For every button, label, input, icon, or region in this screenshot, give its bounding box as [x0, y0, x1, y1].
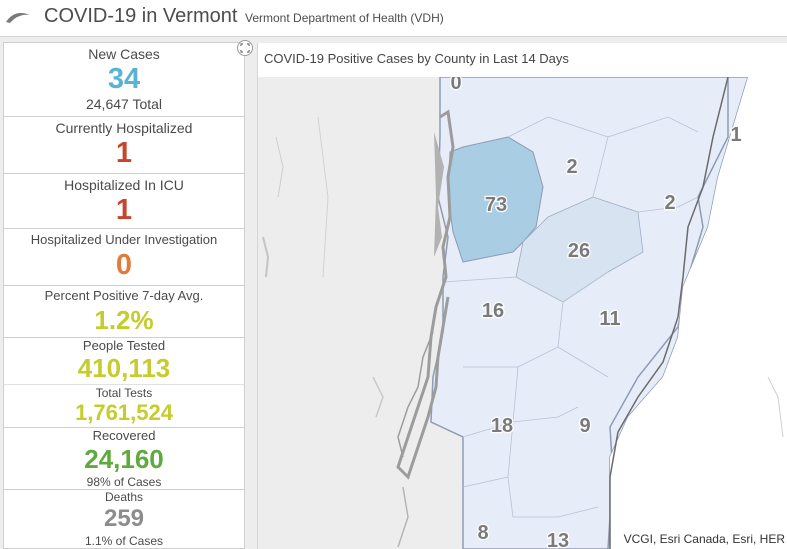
stat-label: Deaths — [104, 490, 144, 504]
chittenden-county-area — [447, 136, 544, 263]
county-label: 18 — [491, 415, 513, 437]
stat-percent-positive[interactable]: Percent Positive 7-day Avg. 1.2% — [4, 286, 244, 338]
stat-label: New Cases — [88, 46, 160, 62]
stat-label: Hospitalized In ICU — [64, 177, 184, 193]
county-label: 11 — [599, 308, 620, 330]
stat-sub: 98% of Cases — [86, 475, 162, 489]
stat-currently-hospitalized[interactable]: Currently Hospitalized 1 — [4, 117, 244, 174]
stat-sub: 24,647 Total — [85, 96, 163, 112]
county-label: 2 — [566, 156, 577, 178]
stat-label: Currently Hospitalized — [55, 120, 193, 136]
county-label: 9 — [579, 415, 590, 437]
stat-value: 0 — [115, 249, 133, 281]
county-label: 8 — [477, 522, 488, 544]
new-hampshire-area — [610, 77, 787, 549]
expand-icon[interactable] — [237, 40, 253, 56]
stat-hospitalized-icu[interactable]: Hospitalized In ICU 1 — [4, 174, 244, 229]
county-label: 13 — [547, 530, 569, 549]
county-label: 2 — [664, 192, 675, 214]
map-attribution: VCGI, Esri Canada, Esri, HER — [620, 531, 787, 547]
stat-label: Percent Positive 7-day Avg. — [44, 288, 204, 303]
county-label: 16 — [482, 300, 504, 322]
stat-label: Total Tests — [95, 386, 153, 400]
stat-total-tests[interactable]: Total Tests 1,761,524 — [4, 385, 244, 428]
stat-people-tested[interactable]: People Tested 410,113 — [4, 338, 244, 385]
stat-value: 24,160 — [84, 444, 164, 474]
stat-value: 410,113 — [77, 353, 171, 383]
stat-value: 1 — [115, 194, 133, 226]
stats-panel: New Cases 34 24,647 Total Currently Hosp… — [3, 42, 245, 549]
stat-sub: 1.1% of Cases — [84, 534, 164, 548]
stat-label: Recovered — [92, 428, 156, 443]
app-subtitle: Vermont Department of Health (VDH) — [245, 11, 444, 25]
stat-value: 34 — [107, 63, 141, 95]
stat-hospitalized-under-investigation[interactable]: Hospitalized Under Investigation 0 — [4, 229, 244, 286]
county-label: 73 — [485, 194, 507, 216]
county-label: 1 — [730, 124, 741, 146]
map-title: COVID-19 Positive Cases by County in Las… — [264, 51, 569, 66]
stat-label: Hospitalized Under Investigation — [30, 232, 218, 247]
stat-value: 1,761,524 — [75, 400, 173, 425]
lake-champlain — [396, 109, 455, 480]
stat-recovered[interactable]: Recovered 24,160 98% of Cases — [4, 428, 244, 490]
stat-deaths[interactable]: Deaths 259 1.1% of Cases — [4, 490, 244, 549]
county-label: 0 — [450, 77, 461, 94]
stat-value: 1.2% — [94, 305, 154, 335]
stat-value: 259 — [103, 505, 145, 532]
map-panel: COVID-19 Positive Cases by County in Las… — [257, 43, 787, 549]
stat-new-cases[interactable]: New Cases 34 24,647 Total — [4, 43, 244, 117]
stat-label: People Tested — [82, 338, 166, 353]
county-map[interactable]: 0 1 2 73 2 26 16 11 18 9 8 13 — [258, 77, 787, 549]
swoosh-logo-icon — [6, 13, 30, 23]
county-label: 26 — [568, 240, 590, 262]
app-header: COVID-19 in Vermont Vermont Department o… — [0, 0, 787, 37]
app-title: COVID-19 in Vermont — [44, 5, 238, 27]
stat-value: 1 — [115, 137, 133, 169]
